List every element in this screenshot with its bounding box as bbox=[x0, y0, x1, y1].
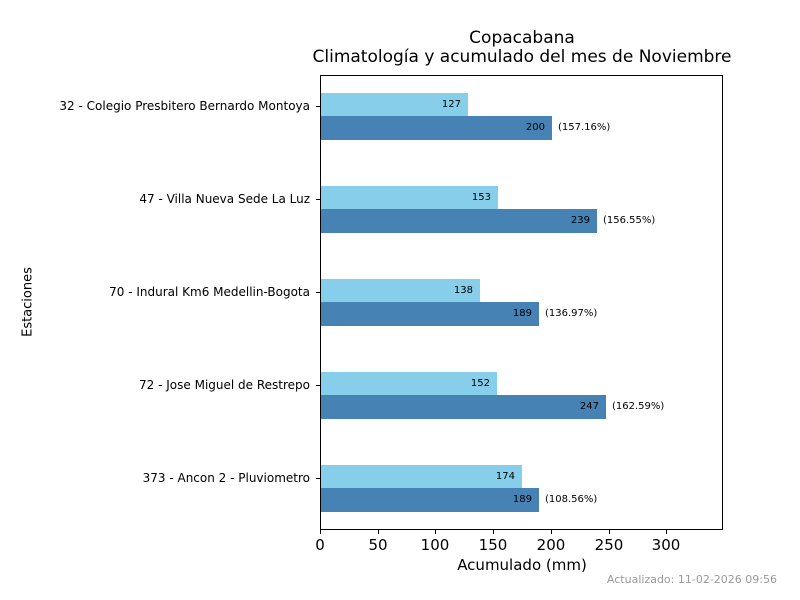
chart-title-line1: Copacabana bbox=[469, 28, 575, 48]
xtick-mark bbox=[493, 530, 494, 534]
bar-climatologia: 138 bbox=[321, 279, 480, 302]
bar-acumulado: 189 bbox=[321, 302, 539, 326]
bar-climatologia: 127 bbox=[321, 93, 468, 116]
bar-percentage-annotation: (156.55%) bbox=[603, 215, 656, 226]
bar-climatologia: 153 bbox=[321, 186, 498, 209]
ytick-label-station: 72 - Jose Miguel de Restrepo bbox=[139, 378, 310, 392]
ytick-mark bbox=[316, 478, 320, 479]
plot-area: 127 200 (157.16%) 153 239 (156.55%) 138 189 (136… bbox=[320, 75, 723, 530]
chart-title: Copacabana Climatología y acumulado del … bbox=[313, 29, 732, 67]
ytick-mark bbox=[316, 199, 320, 200]
xtick-label: 150 bbox=[478, 536, 508, 554]
ytick-label-station: 47 - Villa Nueva Sede La Luz bbox=[139, 192, 310, 206]
ytick-mark bbox=[316, 106, 320, 107]
bar-percentage-annotation: (157.16%) bbox=[558, 122, 611, 133]
bar-percentage-annotation: (136.97%) bbox=[545, 308, 598, 319]
y-axis-label: Estaciones bbox=[20, 267, 36, 337]
xtick-mark bbox=[320, 530, 321, 534]
bar-acumulado: 239 bbox=[321, 209, 597, 233]
bar-percentage-annotation: (162.59%) bbox=[612, 401, 665, 412]
xtick-label: 250 bbox=[594, 536, 624, 554]
xtick-mark bbox=[435, 530, 436, 534]
updated-timestamp: Actualizado: 11-02-2026 09:56 bbox=[606, 573, 777, 586]
ytick-label-station: 373 - Ancon 2 - Pluviometro bbox=[142, 471, 310, 485]
xtick-label: 50 bbox=[368, 536, 388, 554]
xtick-mark bbox=[609, 530, 610, 534]
xtick-label: 100 bbox=[420, 536, 450, 554]
bar-climatologia: 152 bbox=[321, 372, 497, 395]
ytick-mark bbox=[316, 292, 320, 293]
x-axis-label: Acumulado (mm) bbox=[457, 556, 587, 574]
xtick-mark bbox=[666, 530, 667, 534]
ytick-mark bbox=[316, 385, 320, 386]
bar-acumulado: 189 bbox=[321, 488, 539, 512]
xtick-label: 300 bbox=[651, 536, 681, 554]
bar-acumulado: 247 bbox=[321, 395, 606, 419]
xtick-label: 200 bbox=[536, 536, 566, 554]
xtick-label: 0 bbox=[315, 536, 325, 554]
xtick-mark bbox=[378, 530, 379, 534]
bar-percentage-annotation: (108.56%) bbox=[545, 494, 598, 505]
chart-title-line2: Climatología y acumulado del mes de Novi… bbox=[312, 47, 732, 67]
bar-acumulado: 200 bbox=[321, 116, 552, 140]
bar-climatologia: 174 bbox=[321, 465, 522, 488]
xtick-mark bbox=[551, 530, 552, 534]
ytick-label-station: 70 - Indural Km6 Medellin-Bogota bbox=[109, 285, 310, 299]
ytick-label-station: 32 - Colegio Presbitero Bernardo Montoya bbox=[59, 99, 310, 113]
